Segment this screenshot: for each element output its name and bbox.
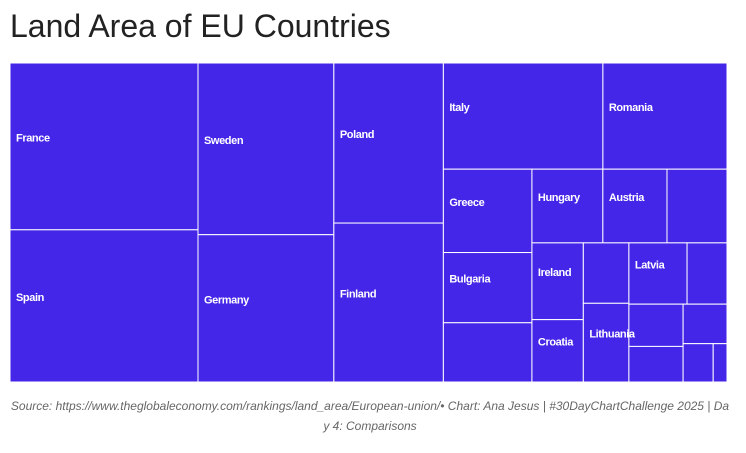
cell-label: Germany: [204, 294, 250, 306]
treemap-cell: [531, 168, 604, 244]
treemap-cell: [442, 62, 604, 170]
cell-label: Ireland: [538, 267, 571, 279]
cell-label: Spain: [16, 292, 45, 304]
treemap-cell: [531, 242, 584, 321]
treemap-cell: [666, 168, 728, 244]
treemap-cell: [682, 303, 728, 345]
cell-label: Italy: [449, 102, 470, 114]
treemap-cell: [582, 302, 630, 383]
cell-label: Sweden: [204, 135, 244, 147]
treemap-cell: [442, 168, 533, 254]
treemap-cell: [333, 62, 444, 224]
treemap-cell: [602, 62, 728, 170]
cell-label: Greece: [449, 197, 484, 209]
treemap-cell: [602, 168, 668, 244]
treemap-cell: [333, 222, 444, 383]
treemap-cell: [197, 234, 335, 383]
treemap-cell: [9, 62, 199, 231]
chart: France Spain Sweden Germany Poland Finland Ita…: [9, 62, 728, 383]
cell-label: Bulgaria: [449, 274, 491, 286]
treemap-cell: [682, 343, 714, 383]
cell-label: Lithuania: [589, 329, 636, 341]
treemap-cell: [686, 242, 728, 305]
cell-label: Latvia: [635, 259, 666, 271]
treemap-cell: [197, 62, 335, 236]
treemap-cell: [442, 252, 533, 324]
cell-label: Croatia: [538, 337, 574, 349]
cell-label: Hungary: [538, 192, 581, 204]
cell-label: Poland: [340, 129, 374, 141]
chart-title: Land Area of EU Countries: [10, 8, 391, 44]
treemap-cell: [628, 242, 688, 305]
cell-label: Austria: [609, 192, 645, 204]
treemap-cell: [582, 242, 630, 304]
treemap-cell: [9, 229, 199, 383]
treemap-cell: [628, 345, 684, 383]
cell-label: France: [16, 132, 50, 144]
treemap-cell: [628, 303, 684, 347]
treemap-cell: [531, 319, 584, 383]
cell-label: Finland: [340, 288, 376, 300]
treemap-cell: [442, 322, 533, 383]
cell-label: Romania: [609, 102, 654, 114]
treemap-cell: [712, 343, 728, 383]
caption: Source: https://www.theglobaleconomy.com…: [10, 399, 730, 433]
